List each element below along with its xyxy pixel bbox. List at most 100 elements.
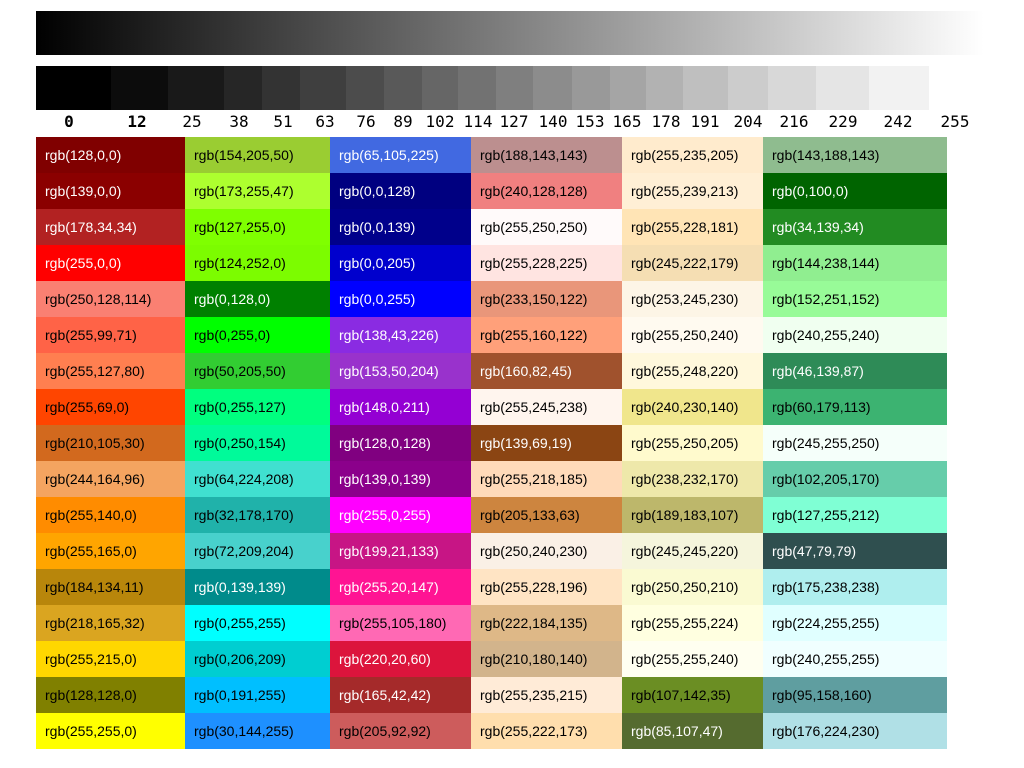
color-swatch: rgb(175,238,238) <box>763 569 947 605</box>
color-swatch: rgb(210,180,140) <box>471 641 622 677</box>
color-swatch: rgb(255,0,0) <box>36 245 185 281</box>
grayscale-step-label: 216 <box>779 112 809 131</box>
color-swatch: rgb(255,228,181) <box>622 209 763 245</box>
color-swatch: rgb(138,43,226) <box>330 317 471 353</box>
color-swatch: rgb(245,255,250) <box>763 425 947 461</box>
grayscale-step-strip <box>36 66 986 110</box>
color-swatch: rgb(0,0,205) <box>330 245 471 281</box>
color-swatch: rgb(250,250,210) <box>622 569 763 605</box>
grayscale-step-label: 51 <box>273 112 293 131</box>
color-swatch: rgb(128,128,0) <box>36 677 185 713</box>
swatch-column: rgb(65,105,225) rgb(0,0,128) rgb(0,0,139) r… <box>330 137 471 749</box>
color-swatch: rgb(250,240,230) <box>471 533 622 569</box>
color-swatch: rgb(65,105,225) <box>330 137 471 173</box>
grayscale-step-label: 140 <box>538 112 568 131</box>
grayscale-step <box>300 66 346 110</box>
color-swatch: rgb(253,245,230) <box>622 281 763 317</box>
color-swatch: rgb(240,128,128) <box>471 173 622 209</box>
color-swatch: rgb(127,255,212) <box>763 497 947 533</box>
color-swatch: rgb(95,158,160) <box>763 677 947 713</box>
color-swatch: rgb(255,228,196) <box>471 569 622 605</box>
color-swatch: rgb(255,215,0) <box>36 641 185 677</box>
color-swatch: rgb(153,50,204) <box>330 353 471 389</box>
color-swatch: rgb(0,255,255) <box>185 605 330 641</box>
color-swatch: rgb(233,150,122) <box>471 281 622 317</box>
grayscale-step <box>346 66 384 110</box>
grayscale-step-label: 63 <box>315 112 335 131</box>
grayscale-step-label: 89 <box>393 112 413 131</box>
color-swatch: rgb(250,128,114) <box>36 281 185 317</box>
grayscale-step-label: 191 <box>690 112 720 131</box>
color-swatch: rgb(124,252,0) <box>185 245 330 281</box>
grayscale-step-label: 127 <box>499 112 529 131</box>
grayscale-gradient-bar <box>36 11 984 55</box>
color-swatch: rgb(255,140,0) <box>36 497 185 533</box>
color-swatch: rgb(199,21,133) <box>330 533 471 569</box>
color-swatch: rgb(85,107,47) <box>622 713 763 749</box>
color-swatch: rgb(255,69,0) <box>36 389 185 425</box>
grayscale-step <box>36 66 111 110</box>
color-swatch: rgb(139,0,139) <box>330 461 471 497</box>
color-swatch: rgb(255,255,224) <box>622 605 763 641</box>
color-swatch: rgb(165,42,42) <box>330 677 471 713</box>
color-swatch: rgb(0,255,0) <box>185 317 330 353</box>
grayscale-step-label: 153 <box>575 112 605 131</box>
color-swatch: rgb(188,143,143) <box>471 137 622 173</box>
color-swatch: rgb(160,82,45) <box>471 353 622 389</box>
grayscale-step-label: 12 <box>127 112 147 131</box>
grayscale-step <box>458 66 496 110</box>
color-swatch: rgb(0,206,209) <box>185 641 330 677</box>
color-swatch: rgb(255,228,225) <box>471 245 622 281</box>
grayscale-step-label: 114 <box>463 112 493 131</box>
color-swatch: rgb(128,0,0) <box>36 137 185 173</box>
color-swatch: rgb(0,0,139) <box>330 209 471 245</box>
color-swatch: rgb(0,0,255) <box>330 281 471 317</box>
grayscale-step-labels: 0 12 25 38 51 63 76 89 102 114 127 140 153 165 178 191 2… <box>0 112 1024 132</box>
grayscale-step-label: 255 <box>940 112 970 131</box>
color-swatch: rgb(30,144,255) <box>185 713 330 749</box>
grayscale-step <box>262 66 300 110</box>
grayscale-step <box>646 66 683 110</box>
color-swatch: rgb(255,105,180) <box>330 605 471 641</box>
grayscale-step <box>929 66 949 110</box>
color-swatch: rgb(255,127,80) <box>36 353 185 389</box>
color-swatch: rgb(128,0,128) <box>330 425 471 461</box>
color-swatch: rgb(178,34,34) <box>36 209 185 245</box>
swatch-column: rgb(128,0,0) rgb(139,0,0) rgb(178,34,34) rg… <box>36 137 185 749</box>
color-swatch: rgb(107,142,35) <box>622 677 763 713</box>
grayscale-step <box>496 66 533 110</box>
color-swatch: rgb(255,20,147) <box>330 569 471 605</box>
color-swatch: rgb(50,205,50) <box>185 353 330 389</box>
color-swatch: rgb(0,191,255) <box>185 677 330 713</box>
color-swatch-grid: rgb(128,0,0) rgb(139,0,0) rgb(178,34,34) rg… <box>36 137 947 749</box>
grayscale-step-label: 204 <box>733 112 763 131</box>
color-swatch: rgb(144,238,144) <box>763 245 947 281</box>
color-swatch: rgb(184,134,11) <box>36 569 185 605</box>
color-swatch: rgb(0,139,139) <box>185 569 330 605</box>
grayscale-step-label: 38 <box>229 112 249 131</box>
grayscale-step-label: 242 <box>883 112 913 131</box>
color-swatch: rgb(152,251,152) <box>763 281 947 317</box>
color-swatch: rgb(0,250,154) <box>185 425 330 461</box>
color-swatch: rgb(255,218,185) <box>471 461 622 497</box>
grayscale-step-label: 0 <box>64 112 74 131</box>
color-swatch: rgb(240,255,240) <box>763 317 947 353</box>
color-swatch: rgb(255,250,240) <box>622 317 763 353</box>
color-swatch: rgb(154,205,50) <box>185 137 330 173</box>
color-swatch: rgb(32,178,170) <box>185 497 330 533</box>
color-swatch: rgb(47,79,79) <box>763 533 947 569</box>
color-swatch: rgb(255,160,122) <box>471 317 622 353</box>
color-swatch: rgb(143,188,143) <box>763 137 947 173</box>
color-swatch: rgb(240,255,255) <box>763 641 947 677</box>
color-swatch: rgb(222,184,135) <box>471 605 622 641</box>
color-swatch: rgb(255,245,238) <box>471 389 622 425</box>
color-swatch: rgb(64,224,208) <box>185 461 330 497</box>
grayscale-step-label: 76 <box>356 112 376 131</box>
grayscale-step <box>533 66 572 110</box>
color-swatch: rgb(72,209,204) <box>185 533 330 569</box>
color-swatch: rgb(255,248,220) <box>622 353 763 389</box>
color-swatch: rgb(210,105,30) <box>36 425 185 461</box>
grayscale-step-label: 25 <box>182 112 202 131</box>
color-swatch: rgb(255,165,0) <box>36 533 185 569</box>
grayscale-step <box>768 66 816 110</box>
